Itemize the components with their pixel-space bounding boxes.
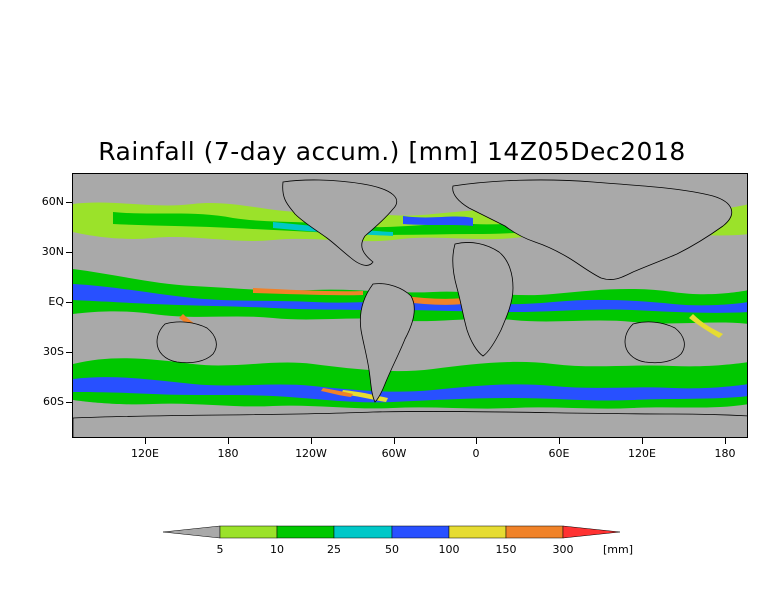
lon-label-60w: 60W xyxy=(381,447,407,460)
lat-tick xyxy=(66,302,72,303)
legend-swatch-100-150 xyxy=(448,525,507,539)
rainfall-map-svg xyxy=(73,174,747,437)
lon-tick xyxy=(642,438,643,444)
legend-label-10: 10 xyxy=(270,543,284,556)
legend-label-150: 150 xyxy=(495,543,517,556)
lon-label-180: 180 xyxy=(217,447,239,460)
rainfall-map xyxy=(72,173,748,438)
continent-outlines xyxy=(73,179,747,437)
lon-tick xyxy=(311,438,312,444)
lon-tick xyxy=(725,438,726,444)
legend-swatch-150-300 xyxy=(505,525,564,539)
legend-label-5: 5 xyxy=(216,543,224,556)
legend-swatch-50-100 xyxy=(391,525,450,539)
lat-label-eq: EQ xyxy=(48,295,64,308)
lon-tick xyxy=(394,438,395,444)
lon-label-180-2: 180 xyxy=(714,447,736,460)
legend-swatch-10-25 xyxy=(276,525,335,539)
lon-tick xyxy=(145,438,146,444)
lat-tick xyxy=(66,402,72,403)
legend-unit: [mm] xyxy=(603,543,634,556)
lon-label-0: 0 xyxy=(472,447,480,460)
lat-tick xyxy=(66,352,72,353)
map-title: Rainfall (7-day accum.) [mm] 14Z05Dec201… xyxy=(98,137,686,166)
legend-label-300: 300 xyxy=(552,543,574,556)
lon-tick xyxy=(228,438,229,444)
lon-label-120w: 120W xyxy=(295,447,327,460)
lat-label-60s: 60S xyxy=(43,395,64,408)
lat-label-30s: 30S xyxy=(43,345,64,358)
lon-tick xyxy=(476,438,477,444)
lat-tick xyxy=(66,202,72,203)
lat-label-60n: 60N xyxy=(41,195,64,208)
legend-label-50: 50 xyxy=(385,543,399,556)
legend-swatch-5-10 xyxy=(219,525,278,539)
lon-label-60e: 60E xyxy=(548,447,570,460)
legend-label-100: 100 xyxy=(438,543,460,556)
lat-tick xyxy=(66,252,72,253)
lon-label-120e-2: 120E xyxy=(628,447,656,460)
legend-swatch-below-5 xyxy=(162,525,221,539)
lat-label-30n: 30N xyxy=(41,245,64,258)
lon-label-120e: 120E xyxy=(131,447,159,460)
lon-tick xyxy=(559,438,560,444)
legend-swatch-above-300 xyxy=(562,525,621,539)
legend-colorbar xyxy=(162,525,621,539)
legend-label-25: 25 xyxy=(327,543,341,556)
legend-swatch-25-50 xyxy=(333,525,393,539)
